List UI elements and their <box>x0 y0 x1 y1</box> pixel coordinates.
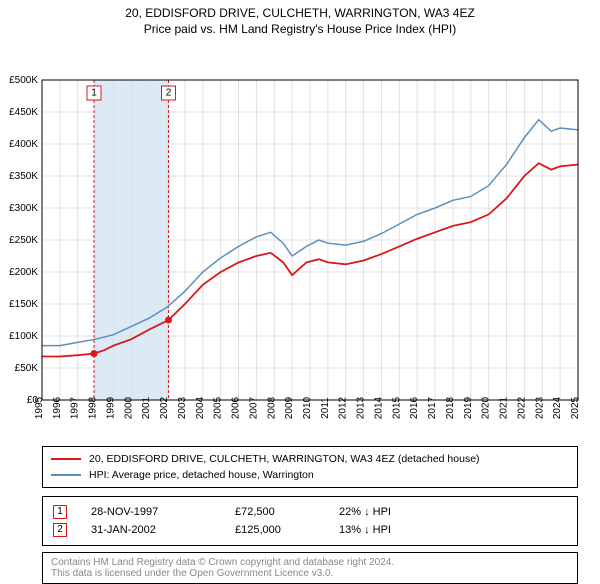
x-tick-label: 2003 <box>177 396 188 419</box>
legend-row: HPI: Average price, detached house, Warr… <box>51 467 569 483</box>
event-marker-num-2: 2 <box>166 88 172 99</box>
x-tick-label: 1995 <box>34 396 45 419</box>
event-marker: 1 <box>53 505 67 519</box>
event-row: 2 31-JAN-2002 £125,000 13% ↓ HPI <box>53 521 567 539</box>
y-axis: £0£50K£100K£150K£200K£250K£300K£350K£400… <box>9 75 38 406</box>
legend-swatch <box>51 474 81 476</box>
footnotes: Contains HM Land Registry data © Crown c… <box>42 552 578 584</box>
footnote-line-1: Contains HM Land Registry data © Crown c… <box>51 557 569 568</box>
x-tick-label: 2020 <box>481 396 492 419</box>
event-date: 31-JAN-2002 <box>91 521 211 539</box>
x-tick-label: 2018 <box>445 396 456 419</box>
event-price: £125,000 <box>235 521 315 539</box>
y-tick-label: £200K <box>9 267 38 278</box>
x-tick-label: 1996 <box>52 396 63 419</box>
y-tick-label: £350K <box>9 171 38 182</box>
x-tick-label: 2004 <box>195 396 206 419</box>
event-date: 28-NOV-1997 <box>91 503 211 521</box>
x-tick-label: 2014 <box>373 396 384 419</box>
x-tick-label: 2009 <box>284 396 295 419</box>
y-tick-label: £250K <box>9 235 38 246</box>
title-line-1: 20, EDDISFORD DRIVE, CULCHETH, WARRINGTO… <box>0 6 600 20</box>
title-line-2: Price paid vs. HM Land Registry's House … <box>0 22 600 36</box>
y-tick-label: £300K <box>9 203 38 214</box>
x-tick-label: 2024 <box>552 396 563 419</box>
x-tick-label: 2023 <box>534 396 545 419</box>
x-tick-label: 2025 <box>570 396 581 419</box>
legend-swatch <box>51 458 81 460</box>
x-tick-label: 2005 <box>213 396 224 419</box>
x-tick-label: 2021 <box>499 396 510 419</box>
y-tick-label: £100K <box>9 331 38 342</box>
x-tick-label: 2022 <box>516 396 527 419</box>
y-tick-label: £150K <box>9 299 38 310</box>
x-tick-label: 2019 <box>463 396 474 419</box>
event-delta: 13% ↓ HPI <box>339 521 391 539</box>
event-point-2 <box>165 317 172 324</box>
x-tick-label: 2000 <box>123 396 134 419</box>
price-line-chart: 12£0£50K£100K£150K£200K£250K£300K£350K£4… <box>0 36 600 440</box>
legend-label: 20, EDDISFORD DRIVE, CULCHETH, WARRINGTO… <box>89 451 480 467</box>
x-tick-label: 2006 <box>231 396 242 419</box>
x-tick-label: 2016 <box>409 396 420 419</box>
x-tick-label: 2001 <box>141 396 152 419</box>
legend-row: 20, EDDISFORD DRIVE, CULCHETH, WARRINGTO… <box>51 451 569 467</box>
event-marker-num-1: 1 <box>91 88 97 99</box>
chart-legend: 20, EDDISFORD DRIVE, CULCHETH, WARRINGTO… <box>42 446 578 488</box>
footnote-line-2: This data is licensed under the Open Gov… <box>51 568 569 579</box>
event-price: £72,500 <box>235 503 315 521</box>
event-marker: 2 <box>53 523 67 537</box>
y-tick-label: £500K <box>9 75 38 86</box>
x-tick-label: 2017 <box>427 396 438 419</box>
x-tick-label: 2015 <box>391 396 402 419</box>
x-axis: 1995 1996 1997 1998 1999 2000 2001 2002 2003 2004… <box>34 396 581 419</box>
y-tick-label: £400K <box>9 139 38 150</box>
x-tick-label: 1998 <box>88 396 99 419</box>
events-table: 1 28-NOV-1997 £72,500 22% ↓ HPI 2 31-JAN-2002… <box>42 496 578 546</box>
legend-label: HPI: Average price, detached house, Warr… <box>89 467 314 483</box>
x-tick-label: 2013 <box>356 396 367 419</box>
x-tick-label: 2002 <box>159 396 170 419</box>
x-tick-label: 2011 <box>320 397 331 419</box>
x-tick-label: 2008 <box>266 396 277 419</box>
y-tick-label: £450K <box>9 107 38 118</box>
x-tick-label: 2007 <box>248 396 259 419</box>
event-delta: 22% ↓ HPI <box>339 503 391 521</box>
event-point-1 <box>90 350 97 357</box>
event-row: 1 28-NOV-1997 £72,500 22% ↓ HPI <box>53 503 567 521</box>
y-tick-label: £50K <box>15 363 39 374</box>
chart-container: 12£0£50K£100K£150K£200K£250K£300K£350K£4… <box>0 36 600 440</box>
x-tick-label: 2012 <box>338 396 349 419</box>
x-tick-label: 1997 <box>70 396 81 419</box>
x-tick-label: 1999 <box>105 396 116 419</box>
x-tick-label: 2010 <box>302 396 313 419</box>
